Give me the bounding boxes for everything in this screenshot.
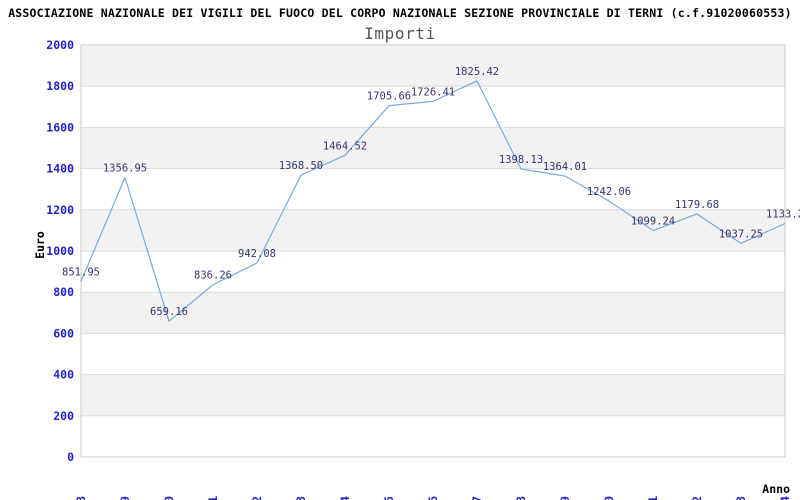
y-tick-label: 2000	[46, 38, 74, 52]
data-point-label: 1398.13	[499, 154, 543, 166]
x-tick-label: 2011	[206, 496, 220, 500]
x-tick-label: 2014	[338, 496, 352, 500]
y-tick-label: 1200	[46, 203, 74, 217]
plot-band	[81, 168, 785, 210]
x-tick-label: 2010	[162, 496, 176, 500]
y-tick-label: 1400	[46, 162, 74, 176]
data-point-label: 1242.06	[587, 186, 631, 198]
data-point-label: 1364.01	[543, 161, 587, 173]
data-point-label: 942.08	[238, 248, 276, 260]
y-tick-label: 200	[53, 409, 74, 423]
x-tick-label: 2008	[74, 496, 88, 500]
data-point-label: 1099.24	[631, 216, 675, 228]
x-tick-label: 2016	[426, 496, 440, 500]
y-tick-label: 600	[53, 326, 74, 340]
y-tick-label: 1000	[46, 244, 74, 258]
x-tick-label: 2018	[514, 496, 528, 500]
series-line	[80, 80, 786, 322]
y-tick-label: 1600	[46, 120, 74, 134]
plot-band	[81, 374, 785, 416]
plot-band	[81, 127, 785, 169]
y-tick-label: 1800	[46, 79, 74, 93]
y-tick-label: 800	[53, 285, 74, 299]
plot-band	[81, 251, 785, 293]
data-point-label: 1464.52	[323, 140, 367, 152]
page-title: ASSOCIAZIONE NAZIONALE DEI VIGILI DEL FU…	[8, 6, 792, 20]
data-point-label: 1037.25	[719, 228, 763, 240]
plot-band	[81, 86, 785, 128]
data-point-label: 1368.50	[279, 160, 323, 172]
plot-band	[81, 415, 785, 457]
x-tick-label: 2013	[294, 496, 308, 500]
x-tick-label: 2015	[382, 496, 396, 500]
data-point-label: 1179.68	[675, 199, 719, 211]
x-tick-label: 2024	[778, 496, 792, 500]
x-tick-label: 2022	[690, 496, 704, 500]
plot-border	[80, 44, 786, 458]
x-tick-label: 2021	[646, 496, 660, 500]
y-axis-title: Euro	[33, 231, 47, 259]
data-point-label: 1726.41	[411, 86, 455, 98]
plot-band	[81, 45, 785, 87]
x-tick-label: 2009	[118, 496, 132, 500]
data-point-label: 1133.2	[766, 209, 800, 221]
plot-band	[81, 292, 785, 334]
data-point-label: 851.95	[62, 266, 100, 278]
x-axis-title: Anno	[762, 482, 790, 496]
data-point-label: 1825.42	[455, 66, 499, 78]
x-tick-label: 2023	[734, 496, 748, 500]
plot-band	[81, 333, 785, 375]
x-tick-label: 2020	[602, 496, 616, 500]
data-point-label: 1705.66	[367, 91, 411, 103]
chart-subtitle: Importi	[364, 24, 436, 43]
data-point-label: 1356.95	[103, 162, 147, 174]
x-tick-label: 2012	[250, 496, 264, 500]
plot-band	[81, 209, 785, 251]
y-tick-label: 400	[53, 368, 74, 382]
x-tick-label: 2019	[558, 496, 572, 500]
y-tick-label: 0	[67, 450, 74, 464]
data-point-label: 836.26	[194, 270, 232, 282]
x-tick-label: 2017	[470, 496, 484, 500]
data-point-label: 659.16	[150, 306, 188, 318]
